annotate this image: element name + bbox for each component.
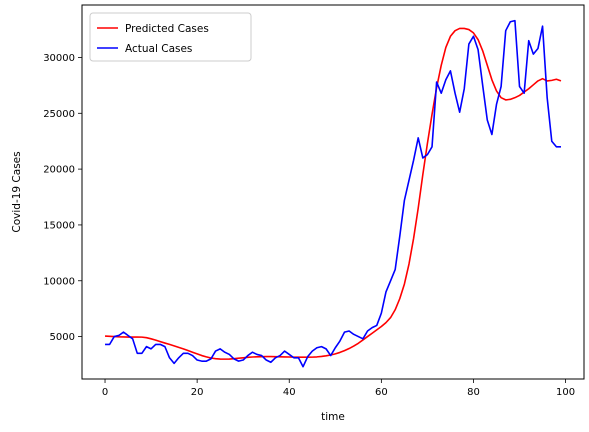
x-tick-label: 60 xyxy=(375,387,388,398)
series-line-actual xyxy=(105,19,561,368)
ticks-layer: 0 20 40 60 80 100 5000 10000 15000 20000 25000 3000… xyxy=(43,53,575,398)
series-layer xyxy=(104,19,562,368)
y-axis-label: Covid-19 Cases xyxy=(11,151,23,232)
x-axis-label: time xyxy=(321,411,345,423)
x-tick-label: 40 xyxy=(283,387,296,398)
legend: Predicted Cases Actual Cases xyxy=(89,12,252,62)
plot-frame xyxy=(81,4,585,380)
y-tick-label: 20000 xyxy=(43,165,75,176)
series-line-predicted xyxy=(104,27,562,360)
y-tick-label: 15000 xyxy=(43,220,75,231)
legend-label-actual: Actual Cases xyxy=(125,43,192,55)
y-tick-label: 5000 xyxy=(50,332,75,343)
y-tick-label: 10000 xyxy=(43,276,75,287)
x-tick-label: 0 xyxy=(102,387,108,398)
x-tick-label: 20 xyxy=(191,387,204,398)
legend-box xyxy=(89,12,252,62)
plot-area xyxy=(82,5,584,379)
x-tick-label: 100 xyxy=(556,387,575,398)
y-tick-label: 30000 xyxy=(43,53,75,64)
y-tick-label: 25000 xyxy=(43,109,75,120)
x-tick-label: 80 xyxy=(467,387,480,398)
legend-label-predicted: Predicted Cases xyxy=(125,23,209,35)
